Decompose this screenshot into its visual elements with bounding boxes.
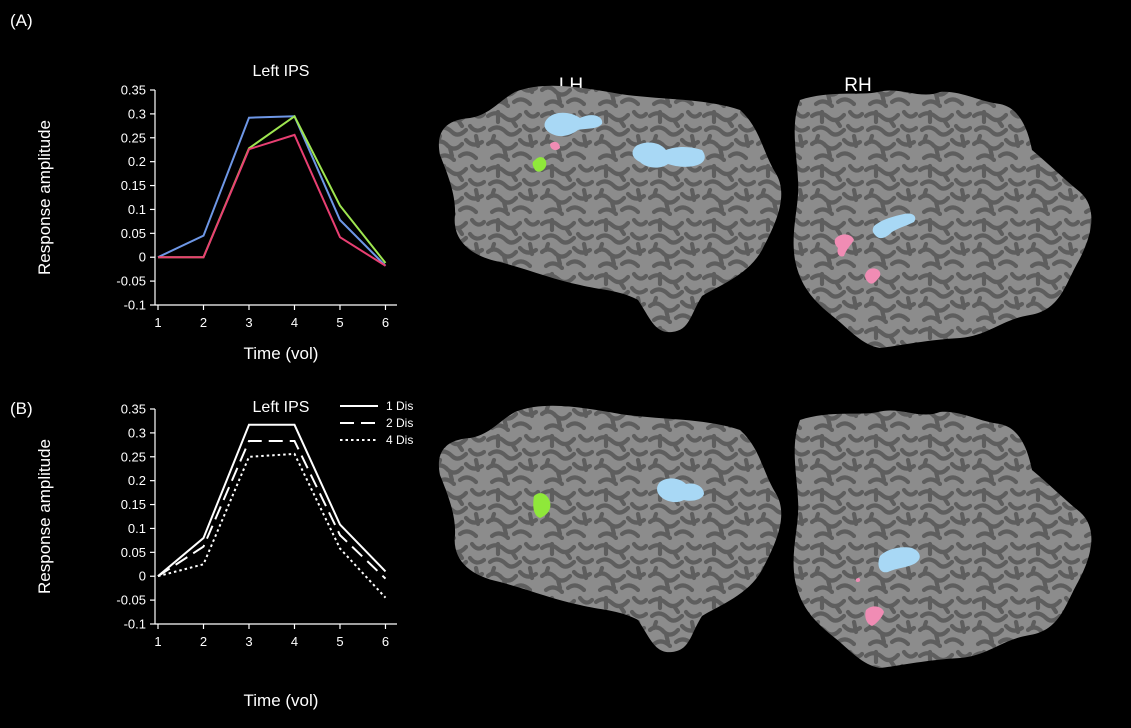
flatmap-rh-a	[793, 90, 1092, 348]
chart-a-x-tick-label: 5	[336, 315, 343, 330]
line-chart-a: Left IPS 0.35 0.3 0.25 0.2 0.15 0.1 0.05 0 -0.05 -…	[35, 63, 397, 363]
chart-a-y-tick-label: 0	[139, 250, 146, 265]
panel-letter-b: (B)	[10, 399, 33, 418]
roi-pink-rh-b-1	[865, 606, 884, 626]
roi-pink-rh-a-1	[834, 234, 854, 257]
chart-b-x-axis-title: Time (vol)	[244, 691, 319, 710]
chart-a-x-tick-label: 1	[154, 315, 161, 330]
chart-b-y-tick-label: -0.05	[116, 593, 146, 608]
chart-a-x-tick-label: 3	[245, 315, 252, 330]
chart-b-series-line-3	[157, 452, 387, 599]
chart-a-x-tick-label: 6	[382, 315, 389, 330]
chart-b-legend-label-3: 4 Dis	[386, 433, 413, 447]
chart-b-legend-label-2: 2 Dis	[386, 416, 413, 430]
roi-blue-rh-a	[872, 213, 916, 239]
chart-a-y-tick-label: 0.25	[121, 130, 146, 145]
chart-b-x-tick-label: 1	[154, 634, 161, 649]
roi-pink-rh-b-2	[855, 577, 861, 583]
chart-b-series-line-1	[157, 423, 387, 577]
chart-a-x-tick-label: 4	[291, 315, 298, 330]
chart-a-title: Left IPS	[253, 63, 310, 80]
roi-blue-rh-b	[878, 547, 920, 573]
line-chart-b: Left IPS 0.35 0.3 0.25 0.2 0.15 0.1 0.05 0 -0.05 -…	[35, 399, 413, 710]
chart-a-x-tick-label: 2	[200, 315, 207, 330]
roi-blue-lh-a-1	[544, 112, 603, 137]
chart-a-y-tick-label: 0.05	[121, 226, 146, 241]
chart-b-y-axis-title: Response amplitude	[35, 439, 54, 594]
hemisphere-label-rh: RH	[844, 75, 871, 96]
chart-a-series-line-1	[157, 115, 387, 267]
chart-a-y-tick-label: -0.1	[124, 298, 146, 313]
chart-b-x-tick-label: 2	[200, 634, 207, 649]
chart-b-y-tick-label: 0.2	[128, 473, 146, 488]
chart-b-x-tick-label: 4	[291, 634, 298, 649]
chart-b-x-tick-label: 5	[336, 634, 343, 649]
chart-b-y-tick-label: 0.05	[121, 545, 146, 560]
flatmap-lh-a	[438, 85, 782, 333]
roi-green-lh-b	[533, 493, 551, 518]
chart-a-y-tick-label: 0.15	[121, 178, 146, 193]
chart-a-y-tick-label: 0.1	[128, 202, 146, 217]
chart-a-y-axis-title: Response amplitude	[35, 120, 54, 275]
chart-b-y-tick-label: 0	[139, 569, 146, 584]
flatmap-rh-b	[793, 410, 1092, 668]
chart-b-y-tick-label: 0.1	[128, 521, 146, 536]
flatmap-lh-b	[438, 405, 782, 653]
roi-pink-rh-a-2	[865, 268, 881, 284]
chart-b-x-tick-label: 6	[382, 634, 389, 649]
chart-b-y-tick-label: 0.25	[121, 449, 146, 464]
chart-b-legend-label-1: 1 Dis	[386, 399, 413, 413]
roi-pink-lh-a	[550, 141, 560, 151]
chart-b-y-tick-label: 0.15	[121, 497, 146, 512]
chart-a-y-tick-label: 0.3	[128, 106, 146, 121]
chart-b-y-tick-label: 0.3	[128, 425, 146, 440]
chart-a-y-tick-label: 0.35	[121, 83, 146, 98]
chart-b-y-tick-label: -0.1	[124, 617, 146, 632]
chart-a-series-line-3	[158, 133, 387, 267]
chart-a-x-axis-title: Time (vol)	[244, 344, 319, 363]
charts: Left IPS0.350.30.250.20.150.10.050-0.05-…	[35, 63, 413, 710]
roi-blue-lh-a-2	[632, 142, 705, 168]
chart-b-series-line-2	[157, 440, 387, 580]
chart-b-x-tick-label: 3	[245, 634, 252, 649]
roi-green-lh-a	[532, 157, 547, 172]
panel-letter-a: (A)	[10, 11, 33, 30]
chart-b-y-tick-label: 0.35	[121, 402, 146, 417]
chart-a-y-tick-label: -0.05	[116, 274, 146, 289]
chart-b-title: Left IPS	[253, 399, 310, 416]
chart-a-y-tick-label: 0.2	[128, 154, 146, 169]
roi-blue-lh-b	[657, 478, 704, 503]
